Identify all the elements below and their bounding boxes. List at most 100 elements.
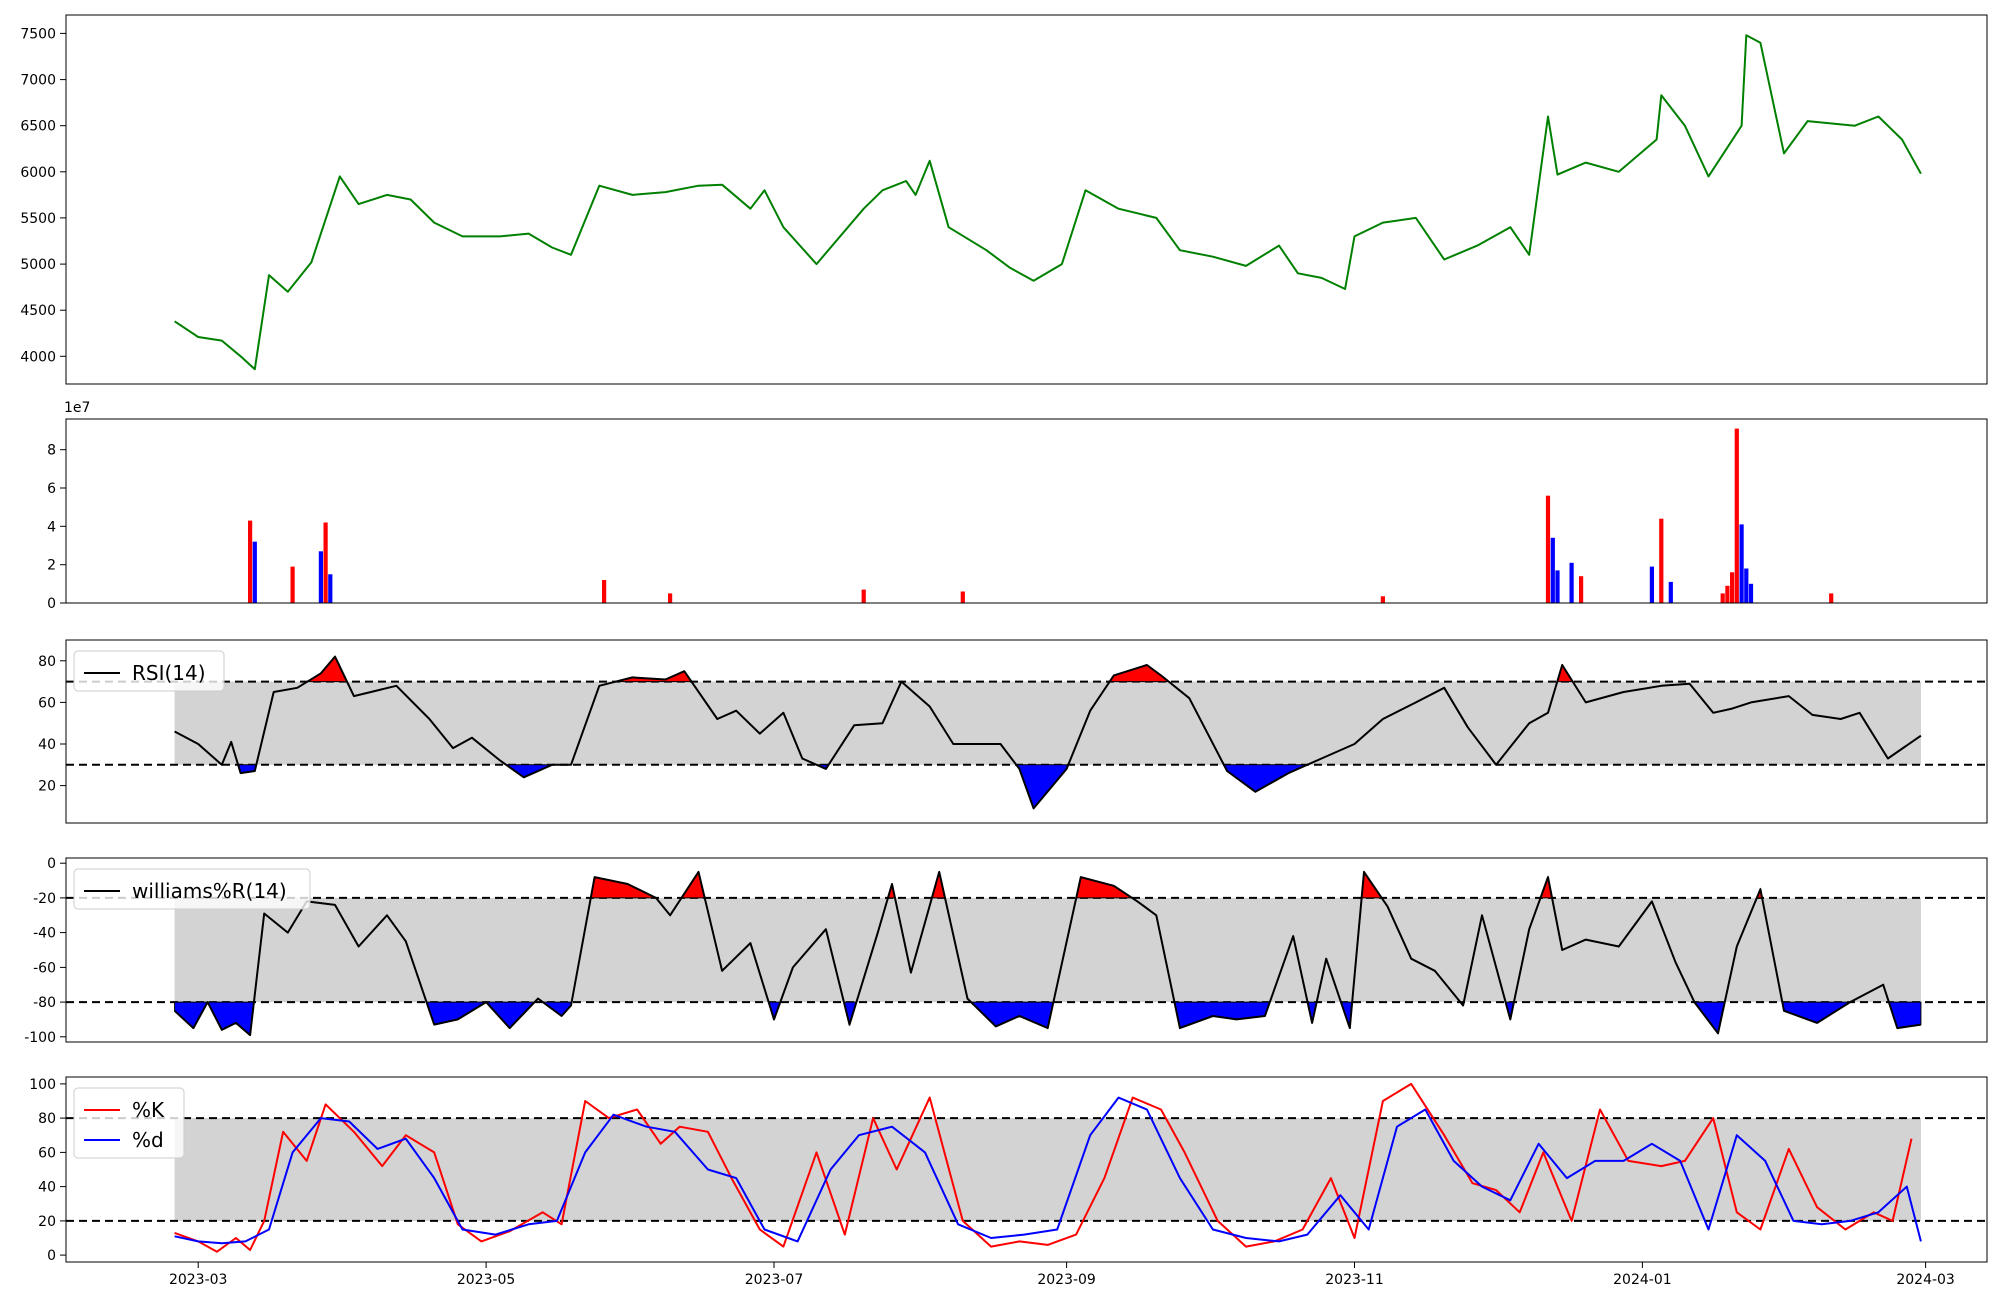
x-tick-label: 2023-05	[457, 1272, 516, 1288]
rsi-band-layer	[66, 680, 1987, 766]
stochastic-ytick-label: 100	[29, 1077, 56, 1093]
volume-ytick-label: 2	[47, 558, 56, 574]
x-tick-label: 2023-07	[745, 1272, 804, 1288]
rsi-ytick-label: 20	[38, 779, 56, 795]
volume-bar	[1725, 585, 1730, 604]
volume-bar	[1829, 593, 1834, 603]
volume-bar	[1659, 518, 1664, 603]
rsi-legend-box	[73, 650, 225, 692]
volume-bar	[1569, 562, 1574, 604]
stochastic-ytick-label: 40	[38, 1180, 56, 1196]
volume-bar	[960, 591, 965, 603]
volume-offset-label: 1e7	[64, 400, 90, 416]
volume-ytick-label: 6	[47, 481, 56, 497]
volume-bar	[318, 551, 323, 604]
volume-bar	[1739, 524, 1744, 603]
price-axes-frame	[65, 14, 1988, 385]
price-ytick-label: 6500	[20, 119, 56, 135]
rsi-ytick-label: 80	[38, 654, 56, 670]
volume-ytick-label: 8	[47, 443, 56, 459]
volume-ytick-label: 4	[47, 519, 56, 535]
williams-oversold-fill	[1781, 1001, 1852, 1024]
rsi-legend: RSI(14)	[73, 650, 225, 692]
williams-overbought-fill	[1075, 876, 1134, 899]
williams-legend: williams%R(14)	[73, 868, 311, 910]
volume-bar	[1579, 576, 1584, 603]
panel-williams: -100 -80 -60 -40 -20 0 williams%R(14)	[24, 856, 1988, 1046]
volume-axes-frame	[65, 418, 1988, 604]
rsi-line-main	[174, 655, 1922, 810]
volume-bar	[1550, 537, 1555, 603]
volume-bar	[1734, 428, 1739, 603]
williams-lines-layer	[173, 870, 1922, 1037]
price-ytick-label: 4500	[20, 303, 56, 319]
volume-bar	[1545, 495, 1551, 603]
volume-bar	[1748, 583, 1754, 603]
rsi-oversold-fill	[1015, 764, 1070, 810]
stochastic-yticks: 0 20 40 60 80 100	[29, 1077, 66, 1264]
price-ytick-label: 5000	[20, 257, 56, 273]
williams-band-layer	[66, 896, 1987, 1004]
rsi-ytick-label: 60	[38, 695, 56, 711]
volume-bars-layer	[248, 428, 1834, 604]
x-tick-label: 2024-01	[1613, 1272, 1672, 1288]
stochastic-band	[174, 1118, 1922, 1221]
volume-bar	[668, 593, 673, 603]
williams-ytick-label: -20	[33, 891, 56, 907]
williams-axes-frame	[65, 857, 1988, 1043]
volume-bar	[1744, 568, 1749, 603]
volume-bar	[323, 522, 328, 603]
panel-rsi: 20 40 60 80 RSI(14)	[38, 639, 1988, 824]
volume-bar	[248, 520, 253, 603]
panel-volume: 0 2 4 6 8 1e7	[47, 400, 1988, 612]
stochastic-band-layer	[66, 1117, 1987, 1222]
stochastic-legend-box	[73, 1087, 185, 1159]
panel-price: 4000 4500 5000 5500 6000 6500 7000 7500	[20, 14, 1988, 385]
price-line-main	[174, 34, 1922, 371]
stochastic-line-k	[174, 1082, 1913, 1253]
price-ytick-label: 6000	[20, 165, 56, 181]
stochastic-ytick-label: 20	[38, 1214, 56, 1230]
stochastic-legend-label: %d	[132, 1128, 164, 1152]
stochastic-ytick-label: 0	[47, 1248, 56, 1264]
volume-bar	[602, 580, 607, 603]
williams-ytick-label: -60	[33, 960, 56, 976]
volume-bar	[1668, 581, 1673, 603]
williams-ytick-label: -40	[33, 926, 56, 942]
x-tick-label: 2024-03	[1896, 1272, 1955, 1288]
rsi-axes-frame	[65, 639, 1988, 824]
williams-ytick-label: -80	[33, 995, 56, 1011]
stochastic-ytick-label: 80	[38, 1111, 56, 1127]
price-lines-layer	[174, 34, 1922, 371]
williams-oversold-fill	[206, 1001, 255, 1037]
volume-bar	[1649, 566, 1654, 603]
williams-oversold-fill	[425, 1001, 488, 1026]
volume-bar	[328, 574, 333, 604]
price-ytick-label: 7000	[20, 73, 56, 89]
volume-bar	[861, 589, 866, 603]
rsi-band	[174, 681, 1922, 765]
rsi-yticks: 20 40 60 80	[38, 654, 66, 795]
x-tick-label: 2023-11	[1325, 1272, 1384, 1288]
stochastic-lines-layer	[174, 1082, 1922, 1253]
x-tick-label: 2023-09	[1037, 1272, 1096, 1288]
volume-bar	[1380, 596, 1385, 603]
williams-ytick-label: 0	[47, 856, 56, 872]
volume-bar	[252, 541, 257, 603]
volume-bar	[1555, 570, 1560, 603]
volume-bar	[290, 566, 295, 603]
price-ytick-label: 4000	[20, 349, 56, 365]
stochastic-xticks: 2023-03 2023-05 2023-07 2023-09 2023-11 2024-…	[169, 1262, 1955, 1288]
volume-bar	[1730, 572, 1735, 603]
stochastic-axes-frame	[65, 1076, 1988, 1263]
rsi-ytick-label: 40	[38, 737, 56, 753]
williams-ytick-label: -100	[24, 1030, 56, 1046]
williams-oversold-fill	[484, 1001, 536, 1029]
williams-overbought-fill	[590, 876, 657, 899]
volume-bar	[1720, 593, 1725, 603]
price-ytick-label: 5500	[20, 211, 56, 227]
williams-line-main	[173, 870, 1922, 1037]
williams-yticks: -100 -80 -60 -40 -20 0	[24, 856, 66, 1046]
